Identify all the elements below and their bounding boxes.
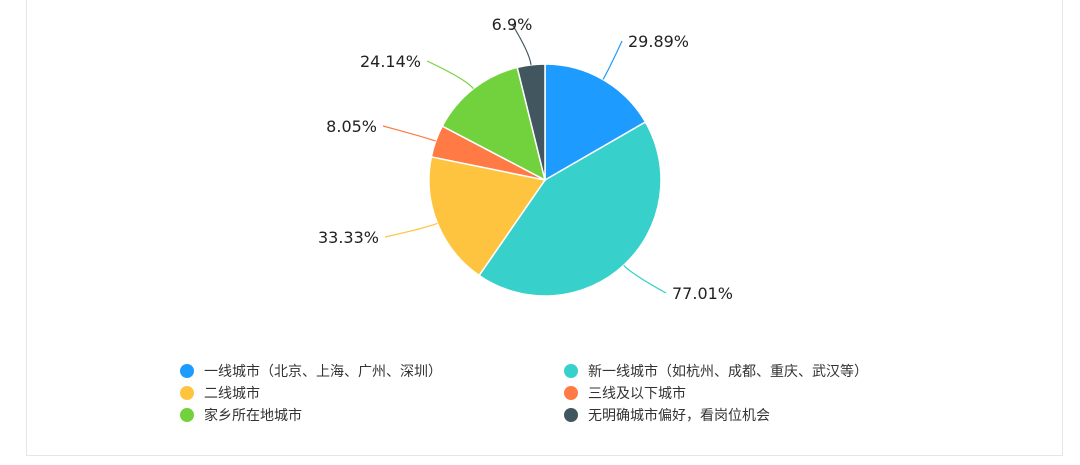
slice-label: 29.89% (628, 32, 689, 51)
legend-label: 新一线城市（如杭州、成都、重庆、武汉等） (588, 364, 868, 380)
pie-slice[interactable] (516, 63, 546, 181)
slice-label: 77.01% (672, 284, 733, 303)
slice-label: 24.14% (360, 52, 421, 71)
label-leaders (382, 23, 667, 294)
legend-item[interactable]: 家乡所在地城市 (180, 404, 302, 426)
pie-slices (428, 63, 662, 297)
legend-item[interactable]: 二线城市 (180, 382, 260, 404)
legend-item[interactable]: 三线及以下城市 (564, 382, 686, 404)
legend-swatch-icon (564, 386, 578, 400)
legend-label: 无明确城市偏好，看岗位机会 (588, 408, 770, 424)
pie-slice[interactable] (544, 63, 647, 182)
leader-line (623, 264, 667, 294)
leader-line (602, 40, 623, 80)
legend-swatch-icon (180, 408, 194, 422)
leader-line (511, 23, 532, 65)
legend-label: 一线城市（北京、上海、广州、深圳） (204, 364, 442, 380)
leader-line (384, 222, 438, 238)
legend-label: 家乡所在地城市 (204, 408, 302, 424)
slice-label: 6.9% (492, 15, 533, 34)
legend-swatch-icon (180, 386, 194, 400)
legend-label: 三线及以下城市 (588, 386, 686, 402)
leader-line (426, 60, 474, 90)
slice-labels: 29.89% 77.01% 33.33% 8.05% 24.14% 6.9% (318, 15, 733, 303)
pie-slice[interactable] (441, 66, 547, 182)
leader-line (382, 125, 436, 142)
pie-slice[interactable] (478, 120, 662, 297)
legend-item[interactable]: 一线城市（北京、上海、广州、深圳） (180, 360, 442, 382)
legend-item[interactable]: 新一线城市（如杭州、成都、重庆、武汉等） (564, 360, 868, 382)
legend-swatch-icon (180, 364, 194, 378)
legend-swatch-icon (564, 364, 578, 378)
legend-label: 二线城市 (204, 386, 260, 402)
legend-item[interactable]: 无明确城市偏好，看岗位机会 (564, 404, 770, 426)
legend-swatch-icon (564, 408, 578, 422)
slice-label: 33.33% (318, 228, 379, 247)
slice-label: 8.05% (326, 117, 377, 136)
